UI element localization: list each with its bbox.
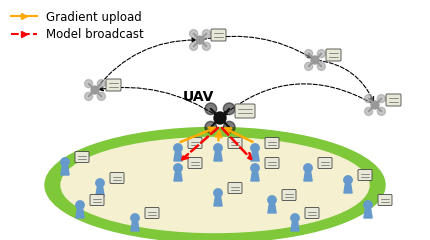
Circle shape <box>174 144 182 152</box>
FancyBboxPatch shape <box>282 190 296 200</box>
Circle shape <box>205 121 217 133</box>
Polygon shape <box>174 152 182 161</box>
Circle shape <box>304 62 313 70</box>
Polygon shape <box>76 210 84 218</box>
FancyBboxPatch shape <box>265 157 279 168</box>
Polygon shape <box>291 222 299 231</box>
Polygon shape <box>214 198 222 206</box>
Circle shape <box>214 144 222 152</box>
Circle shape <box>190 42 198 50</box>
FancyBboxPatch shape <box>75 151 89 162</box>
FancyBboxPatch shape <box>110 173 124 184</box>
Circle shape <box>174 164 182 172</box>
Polygon shape <box>251 152 259 161</box>
Text: UAV: UAV <box>182 90 214 104</box>
FancyBboxPatch shape <box>228 138 242 149</box>
Circle shape <box>214 189 222 197</box>
Circle shape <box>131 214 139 222</box>
Legend: Gradient upload, Model broadcast: Gradient upload, Model broadcast <box>6 6 148 46</box>
Polygon shape <box>251 173 259 181</box>
Circle shape <box>85 92 93 100</box>
Ellipse shape <box>45 127 385 240</box>
Circle shape <box>214 112 226 124</box>
Polygon shape <box>61 167 69 175</box>
FancyBboxPatch shape <box>188 157 202 168</box>
Circle shape <box>317 50 326 58</box>
Circle shape <box>365 95 373 103</box>
Circle shape <box>311 56 319 64</box>
Circle shape <box>251 144 259 152</box>
FancyBboxPatch shape <box>235 104 255 118</box>
Circle shape <box>205 103 217 115</box>
Circle shape <box>97 92 105 100</box>
Circle shape <box>304 50 313 58</box>
FancyBboxPatch shape <box>305 208 319 218</box>
Polygon shape <box>174 173 182 181</box>
FancyBboxPatch shape <box>358 169 372 180</box>
Circle shape <box>317 62 326 70</box>
FancyArrowPatch shape <box>203 36 312 58</box>
Circle shape <box>364 201 372 209</box>
Polygon shape <box>344 185 352 193</box>
FancyArrowPatch shape <box>99 87 218 116</box>
FancyBboxPatch shape <box>106 79 121 91</box>
Circle shape <box>371 101 379 109</box>
FancyBboxPatch shape <box>318 157 332 168</box>
Circle shape <box>344 176 352 184</box>
FancyBboxPatch shape <box>378 194 392 205</box>
Circle shape <box>268 196 276 204</box>
Circle shape <box>291 214 299 222</box>
Circle shape <box>61 158 69 166</box>
Polygon shape <box>268 204 276 213</box>
Circle shape <box>196 36 204 44</box>
Circle shape <box>96 179 104 187</box>
Circle shape <box>97 80 105 88</box>
Ellipse shape <box>61 138 369 233</box>
Circle shape <box>377 95 385 103</box>
Circle shape <box>365 107 373 115</box>
Circle shape <box>91 86 99 94</box>
Circle shape <box>304 164 312 172</box>
Circle shape <box>223 121 235 133</box>
FancyBboxPatch shape <box>386 94 401 106</box>
Polygon shape <box>364 210 372 218</box>
Circle shape <box>377 107 385 115</box>
Polygon shape <box>96 187 104 196</box>
FancyBboxPatch shape <box>211 29 226 41</box>
FancyArrowPatch shape <box>97 38 196 88</box>
Circle shape <box>190 30 198 38</box>
Circle shape <box>223 103 235 115</box>
FancyBboxPatch shape <box>326 49 341 61</box>
Polygon shape <box>304 173 312 181</box>
FancyBboxPatch shape <box>90 194 104 205</box>
FancyArrowPatch shape <box>223 84 372 115</box>
Polygon shape <box>131 222 139 231</box>
FancyBboxPatch shape <box>188 138 202 149</box>
FancyBboxPatch shape <box>265 138 279 149</box>
Circle shape <box>251 164 259 172</box>
Circle shape <box>202 30 210 38</box>
Circle shape <box>85 80 93 88</box>
FancyBboxPatch shape <box>228 182 242 193</box>
Polygon shape <box>214 152 222 161</box>
Circle shape <box>76 201 84 209</box>
Circle shape <box>202 42 210 50</box>
FancyArrowPatch shape <box>318 60 374 101</box>
FancyBboxPatch shape <box>145 208 159 218</box>
